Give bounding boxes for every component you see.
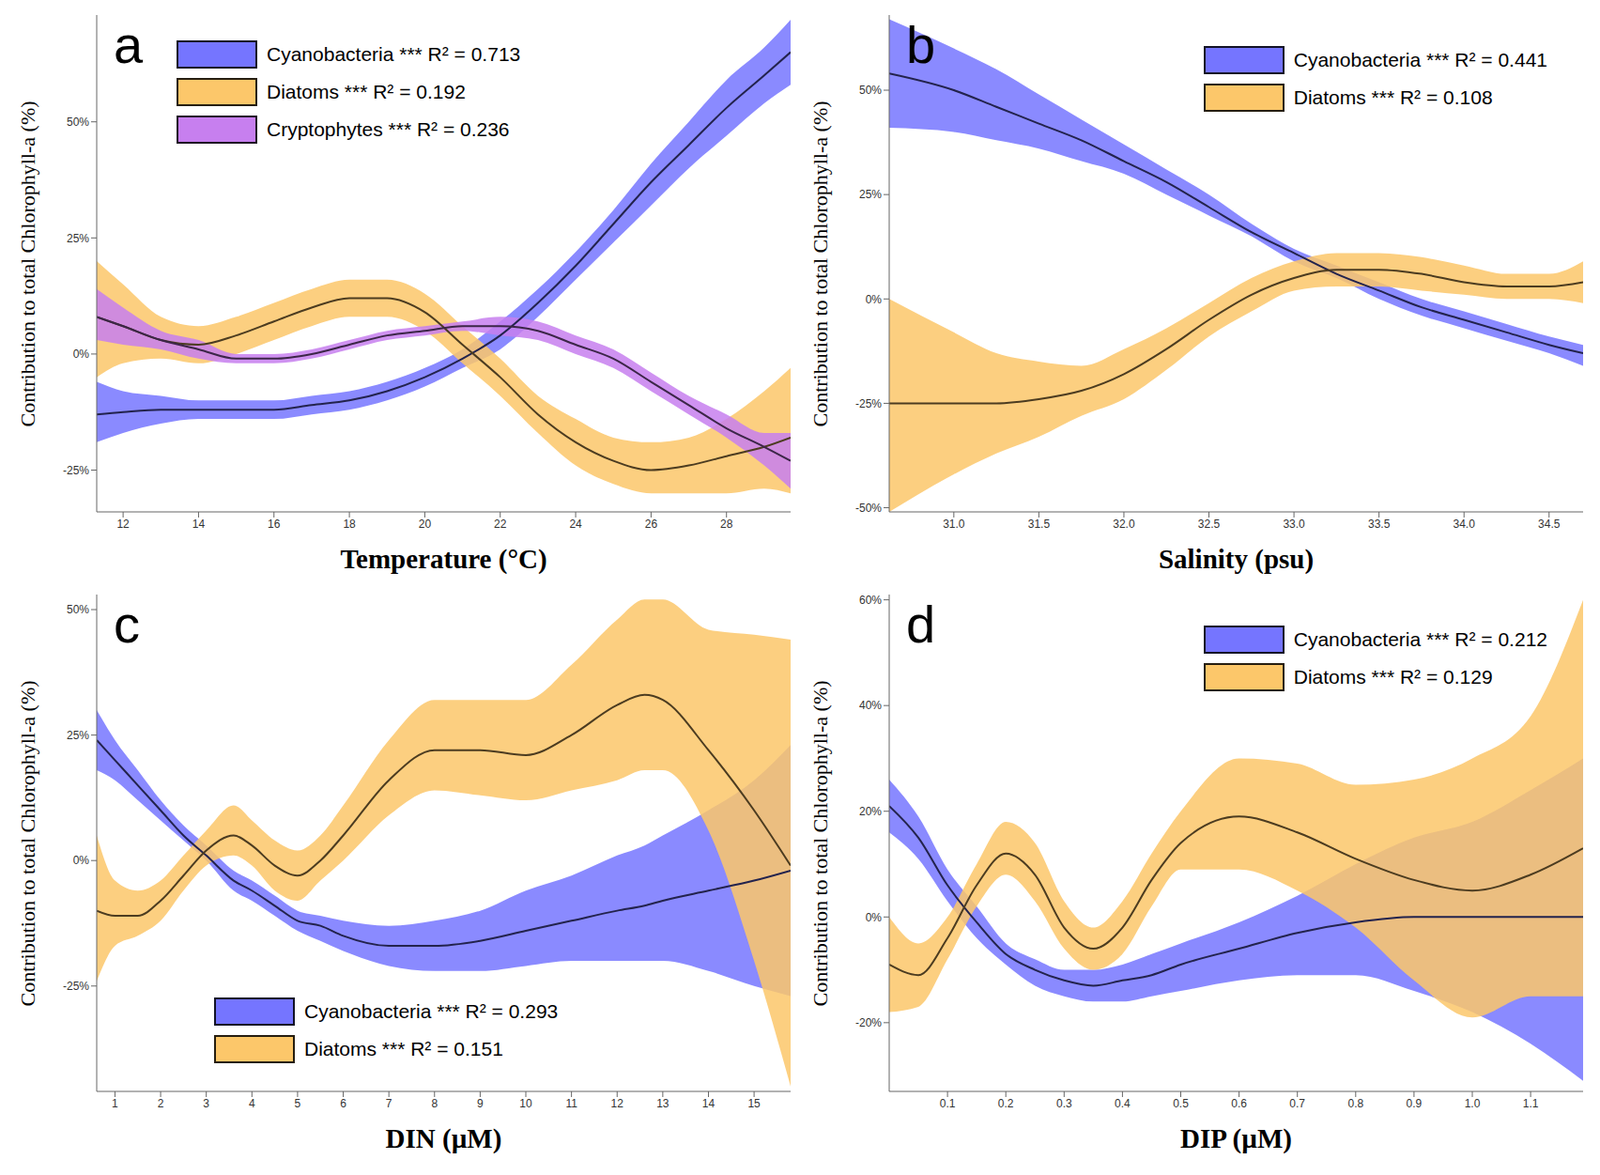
svg-text:5: 5 — [294, 1096, 302, 1110]
svg-text:32.5: 32.5 — [1198, 517, 1221, 531]
svg-text:33.5: 33.5 — [1368, 517, 1391, 531]
svg-text:3: 3 — [202, 1096, 210, 1110]
svg-text:1.0: 1.0 — [1464, 1096, 1481, 1110]
svg-text:40%: 40% — [859, 698, 882, 712]
svg-text:33.0: 33.0 — [1282, 517, 1306, 531]
svg-text:0%: 0% — [73, 853, 91, 867]
svg-text:-25%: -25% — [62, 463, 90, 477]
svg-text:10: 10 — [519, 1096, 533, 1110]
html-text:Contribution to total Chloroph: Contribution to total Chlorophyll-a (%) — [808, 679, 832, 1006]
svg-text:22: 22 — [493, 517, 508, 531]
html-text:Salinity (psu): Salinity (psu) — [1158, 543, 1314, 574]
svg-text:32.0: 32.0 — [1112, 517, 1136, 531]
svg-text:0.6: 0.6 — [1230, 1096, 1247, 1110]
svg-text:18: 18 — [342, 517, 356, 531]
svg-text:15: 15 — [747, 1096, 761, 1110]
html-text:Cryptophytes *** R² = 0.236: Cryptophytes *** R² = 0.236 — [266, 118, 510, 140]
html-text:Cyanobacteria *** R² = 0.212: Cyanobacteria *** R² = 0.212 — [1293, 628, 1548, 650]
svg-text:31.0: 31.0 — [942, 517, 966, 531]
svg-text:0.9: 0.9 — [1406, 1096, 1423, 1110]
html-text:Diatoms *** R² = 0.108: Diatoms *** R² = 0.108 — [1293, 86, 1493, 108]
html-text:DIP (µM): DIP (µM) — [1180, 1123, 1293, 1154]
svg-text:7: 7 — [385, 1096, 393, 1110]
svg-text:14: 14 — [702, 1096, 716, 1110]
svg-text:1.1: 1.1 — [1523, 1096, 1539, 1110]
html-text:Cyanobacteria *** R² = 0.441: Cyanobacteria *** R² = 0.441 — [1293, 48, 1548, 71]
svg-text:1: 1 — [111, 1096, 119, 1110]
svg-text:25%: 25% — [859, 187, 882, 201]
html-text:Contribution to total Chloroph: Contribution to total Chlorophyll-a (%) — [15, 679, 40, 1006]
html-text:Contribution to total Chloroph: Contribution to total Chlorophyll-a (%) — [15, 100, 40, 427]
html-text:a: a — [113, 15, 143, 75]
svg-text:24: 24 — [569, 517, 583, 531]
html-text:Temperature (°C): Temperature (°C) — [340, 543, 548, 574]
svg-text:0%: 0% — [73, 347, 91, 361]
svg-text:31.5: 31.5 — [1028, 517, 1051, 531]
svg-text:60%: 60% — [859, 593, 882, 607]
html-text:Cyanobacteria *** R² = 0.293: Cyanobacteria *** R² = 0.293 — [304, 1000, 559, 1022]
html-text:Contribution to total Chloroph: Contribution to total Chlorophyll-a (%) — [808, 100, 832, 427]
svg-text:14: 14 — [192, 517, 206, 531]
svg-text:-20%: -20% — [855, 1015, 882, 1030]
svg-text:0.8: 0.8 — [1347, 1096, 1364, 1110]
svg-text:25%: 25% — [66, 728, 90, 742]
svg-text:0.1: 0.1 — [939, 1096, 956, 1110]
html-text:DIN (µM): DIN (µM) — [385, 1123, 502, 1154]
svg-text:26: 26 — [645, 517, 659, 531]
html-text:Diatoms *** R² = 0.129: Diatoms *** R² = 0.129 — [1293, 665, 1493, 688]
svg-text:9: 9 — [476, 1096, 484, 1110]
svg-text:0%: 0% — [865, 292, 883, 307]
html-text:b: b — [906, 15, 936, 75]
svg-text:50%: 50% — [66, 602, 90, 616]
svg-text:6: 6 — [339, 1096, 347, 1110]
svg-text:12: 12 — [116, 517, 130, 531]
html-text:d: d — [906, 594, 936, 654]
svg-text:2: 2 — [157, 1096, 165, 1110]
svg-text:0.2: 0.2 — [998, 1096, 1015, 1110]
svg-text:16: 16 — [267, 517, 281, 531]
html-text:Diatoms *** R² = 0.192: Diatoms *** R² = 0.192 — [266, 80, 466, 103]
html-text:Diatoms *** R² = 0.151: Diatoms *** R² = 0.151 — [304, 1037, 504, 1060]
svg-text:-25%: -25% — [62, 979, 90, 993]
svg-text:50%: 50% — [66, 115, 90, 129]
svg-text:0.3: 0.3 — [1056, 1096, 1073, 1110]
svg-text:25%: 25% — [66, 231, 90, 246]
svg-text:50%: 50% — [859, 83, 882, 97]
html-text:Cyanobacteria *** R² = 0.713: Cyanobacteria *** R² = 0.713 — [266, 43, 521, 65]
svg-text:34.5: 34.5 — [1538, 517, 1561, 531]
svg-text:12: 12 — [611, 1096, 625, 1110]
svg-text:13: 13 — [656, 1096, 670, 1110]
html-text:c: c — [113, 594, 140, 654]
svg-text:0.7: 0.7 — [1289, 1096, 1306, 1110]
svg-text:4: 4 — [248, 1096, 256, 1110]
svg-text:8: 8 — [430, 1096, 438, 1110]
svg-text:-50%: -50% — [855, 501, 882, 515]
svg-text:0.5: 0.5 — [1172, 1096, 1189, 1110]
svg-text:20%: 20% — [859, 804, 882, 818]
svg-text:11: 11 — [565, 1096, 578, 1110]
svg-text:-25%: -25% — [855, 397, 882, 411]
svg-text:0.4: 0.4 — [1114, 1096, 1131, 1110]
svg-text:20: 20 — [418, 517, 432, 531]
svg-text:0%: 0% — [865, 910, 883, 924]
svg-text:28: 28 — [720, 517, 734, 531]
svg-text:34.0: 34.0 — [1453, 517, 1477, 531]
